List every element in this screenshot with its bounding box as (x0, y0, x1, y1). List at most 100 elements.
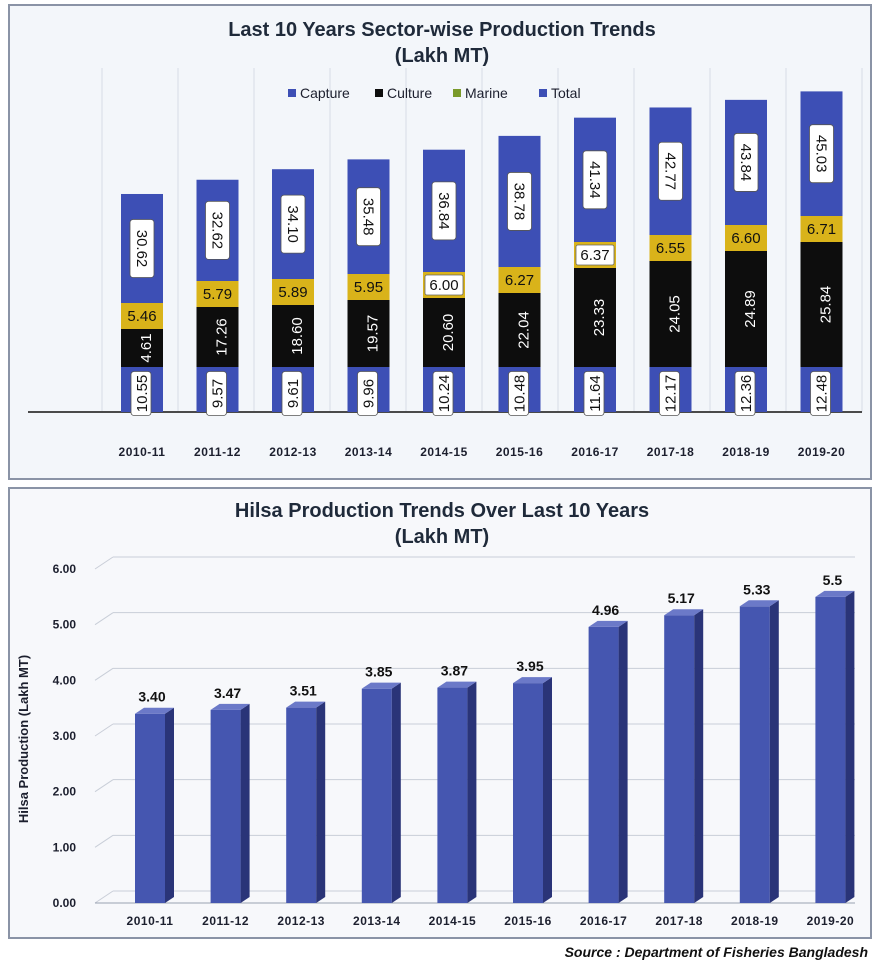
label-box (809, 124, 834, 184)
total-label: 30.62 (133, 230, 150, 268)
hilsa-value-label: 3.95 (516, 658, 543, 674)
hilsa-bar-top (815, 590, 855, 597)
marine-label-box (274, 282, 312, 302)
total-label-group: 45.03 (809, 124, 834, 184)
total-label: 45.03 (813, 135, 830, 173)
hilsa-bar (815, 596, 846, 903)
hilsa-value-label: 3.85 (365, 664, 392, 680)
total-label: 35.48 (360, 198, 377, 236)
label-box (810, 371, 831, 416)
culture-label: 24.89 (742, 290, 759, 328)
marine-label: 5.89 (278, 284, 307, 301)
x-tick-label: 2015-16 (496, 445, 544, 459)
label-box (733, 133, 759, 192)
total-label: 43.84 (737, 144, 754, 182)
legend-label: Culture (387, 85, 432, 101)
source-caption: Source : Department of Fisheries Banglad… (564, 944, 868, 960)
hilsa-bar-top (135, 707, 174, 714)
hilsa-bar-top (588, 620, 628, 627)
total-label: 38.78 (511, 183, 528, 221)
total-label: 34.10 (284, 205, 301, 243)
hilsa-bar-side (316, 701, 326, 903)
culture-label: 17.26 (214, 318, 231, 356)
bar-culture (196, 307, 239, 367)
hilsa-bar-side (240, 703, 250, 903)
total-label-group: 38.78 (507, 172, 532, 231)
bar-culture (725, 251, 767, 367)
capture-label-group: 9.61 (281, 371, 303, 416)
capture-label-group: 11.64 (583, 371, 605, 416)
label-box (659, 371, 680, 416)
hilsa-bar-side (543, 677, 552, 903)
x-tick-label: 2014-15 (429, 914, 477, 928)
label-box (205, 200, 230, 260)
hilsa-bar-side (769, 600, 779, 903)
total-label: 41.34 (586, 161, 603, 199)
label-box (508, 371, 529, 416)
x-tick-label: 2013-14 (345, 445, 393, 459)
hilsa-bar (739, 606, 770, 903)
culture-label-group: 17.26 (214, 318, 231, 356)
capture-label: 9.57 (210, 379, 227, 408)
capture-label-group: 12.48 (810, 371, 831, 416)
label-box (280, 194, 306, 254)
culture-label-group: 18.60 (289, 317, 306, 355)
hilsa-bar (588, 626, 619, 903)
total-label: 42.77 (662, 152, 679, 190)
hilsa-bar-top (437, 681, 477, 688)
label-box (130, 371, 152, 416)
culture-label-group: 24.05 (667, 295, 684, 333)
legend-swatch (539, 89, 547, 97)
label-box (583, 371, 605, 416)
hilsa-bar-top (739, 600, 779, 607)
sector-chart: Last 10 Years Sector-wise Production Tre… (28, 19, 863, 459)
marine-label-box (424, 274, 464, 296)
culture-label: 22.04 (516, 311, 533, 349)
hilsa-bar (210, 709, 241, 903)
hilsa-bar-top (210, 703, 250, 710)
y-tick-label: 3.00 (53, 729, 77, 743)
total-label: 36.84 (435, 192, 452, 230)
hilsa-bar (513, 683, 543, 903)
label-box (507, 172, 532, 231)
bar-culture (574, 268, 616, 367)
total-label-group: 36.84 (431, 181, 457, 241)
legend-swatch (288, 89, 296, 97)
x-tick-label: 2013-14 (353, 914, 401, 928)
culture-label-group: 22.04 (516, 311, 533, 349)
culture-label: 18.60 (289, 317, 306, 355)
total-label-group: 41.34 (582, 150, 608, 210)
capture-label: 10.24 (436, 375, 453, 413)
x-tick-label: 2014-15 (420, 445, 468, 459)
label-box (281, 371, 303, 416)
marine-label-box (198, 284, 237, 304)
marine-label-box (727, 228, 765, 248)
y-axis-title: Hilsa Production (Lakh MT) (16, 655, 31, 823)
capture-label-group: 12.17 (659, 371, 680, 416)
bar-culture (649, 261, 692, 367)
total-label-group: 42.77 (658, 141, 683, 201)
total-label-group: 43.84 (733, 133, 759, 192)
hilsa-value-label: 4.96 (592, 602, 619, 618)
x-tick-label: 2011-12 (202, 914, 249, 928)
total-label: 32.62 (209, 212, 226, 250)
label-box (658, 141, 683, 201)
x-tick-label: 2010-11 (127, 914, 174, 928)
grid-line (94, 667, 114, 681)
marine-label-box (802, 219, 841, 239)
label-box (357, 371, 378, 416)
capture-label: 12.48 (814, 375, 831, 413)
total-label-group: 32.62 (205, 200, 230, 260)
marine-label: 5.46 (127, 308, 156, 325)
hilsa-value-label: 5.17 (668, 590, 695, 606)
hilsa-value-label: 3.51 (290, 683, 317, 699)
hilsa-bar (135, 713, 165, 903)
label-box (431, 181, 457, 241)
culture-label: 25.84 (818, 286, 835, 324)
legend-swatch (375, 89, 383, 97)
hilsa-value-label: 3.40 (138, 689, 165, 705)
label-box (734, 371, 756, 416)
culture-label-group: 20.60 (440, 314, 457, 352)
capture-label: 12.36 (738, 375, 755, 413)
label-box (129, 219, 155, 278)
